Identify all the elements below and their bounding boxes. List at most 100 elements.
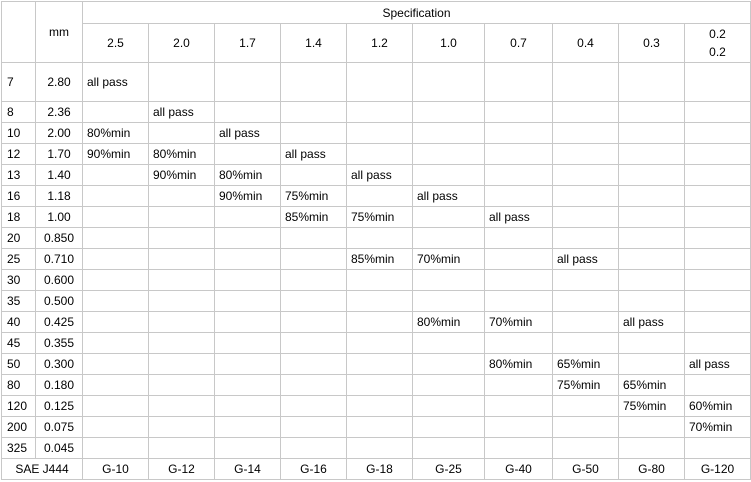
mesh-cell: 30 xyxy=(1,269,36,291)
size-header: 1.4 xyxy=(280,23,347,63)
mesh-cell: 18 xyxy=(1,206,36,228)
spec-cell xyxy=(484,290,553,312)
spec-cell xyxy=(618,248,685,270)
spec-cell: 85%min xyxy=(280,206,347,228)
spec-cell xyxy=(683,143,751,165)
spec-cell xyxy=(618,101,685,123)
grade-cell: G-120 xyxy=(683,458,751,480)
spec-cell xyxy=(148,122,215,144)
spec-cell xyxy=(280,395,347,417)
spec-cell xyxy=(683,248,751,270)
table-row: 8 2.36 all pass xyxy=(1,101,751,123)
spec-cell xyxy=(346,332,413,354)
spec-cell xyxy=(346,227,413,249)
mm-cell: 0.180 xyxy=(35,374,83,396)
spec-cell xyxy=(552,332,619,354)
spec-cell xyxy=(552,185,619,207)
spec-cell xyxy=(346,185,413,207)
mm-cell: 0.600 xyxy=(35,269,83,291)
mesh-cell: 13 xyxy=(1,164,36,186)
spec-cell xyxy=(346,416,413,438)
spec-cell xyxy=(552,290,619,312)
spec-cell: 90%min xyxy=(82,143,149,165)
spec-cell xyxy=(412,101,485,123)
grade-cell: G-50 xyxy=(552,458,619,480)
spec-cell xyxy=(280,227,347,249)
spec-cell xyxy=(148,227,215,249)
grade-cell: G-80 xyxy=(618,458,685,480)
spec-cell xyxy=(346,353,413,375)
spec-cell xyxy=(683,332,751,354)
spec-cell xyxy=(148,248,215,270)
spec-cell xyxy=(552,311,619,333)
spec-cell xyxy=(618,185,685,207)
spec-cell: 80%min xyxy=(484,353,553,375)
spec-cell xyxy=(148,353,215,375)
spec-cell xyxy=(552,164,619,186)
mm-cell: 0.125 xyxy=(35,395,83,417)
spec-cell xyxy=(552,62,619,102)
spec-cell xyxy=(552,416,619,438)
spec-cell xyxy=(683,227,751,249)
mesh-cell: 16 xyxy=(1,185,36,207)
spec-cell xyxy=(82,395,149,417)
mesh-cell: 200 xyxy=(1,416,36,438)
grade-cell: G-18 xyxy=(346,458,413,480)
spec-cell xyxy=(148,290,215,312)
spec-cell xyxy=(683,437,751,459)
mm-cell: 0.075 xyxy=(35,416,83,438)
spec-cell: all pass xyxy=(683,353,751,375)
standard-label: SAE J444 xyxy=(1,458,83,480)
grade-cell: G-14 xyxy=(214,458,281,480)
spec-cell xyxy=(484,101,553,123)
spec-cell xyxy=(280,353,347,375)
spec-cell xyxy=(484,143,553,165)
spec-cell xyxy=(82,227,149,249)
spec-cell xyxy=(484,395,553,417)
spec-cell xyxy=(412,269,485,291)
spec-cell xyxy=(82,290,149,312)
spec-cell xyxy=(214,101,281,123)
table-row: 16 1.18 90%min 75%min all pass xyxy=(1,185,751,207)
table-row: 325 0.045 xyxy=(1,437,751,459)
spec-cell xyxy=(214,206,281,228)
spec-cell xyxy=(412,62,485,102)
spec-cell xyxy=(346,62,413,102)
spec-cell xyxy=(214,143,281,165)
spec-cell xyxy=(214,416,281,438)
spec-cell: all pass xyxy=(412,185,485,207)
table-row: 30 0.600 xyxy=(1,269,751,291)
size-header: 0.7 xyxy=(484,23,553,63)
spec-cell xyxy=(412,290,485,312)
spec-cell xyxy=(484,122,553,144)
spec-cell: 90%min xyxy=(214,185,281,207)
spec-cell xyxy=(82,185,149,207)
mm-cell: 1.00 xyxy=(35,206,83,228)
spec-cell xyxy=(346,143,413,165)
corner-cell xyxy=(1,1,36,63)
spec-cell xyxy=(346,101,413,123)
spec-cell xyxy=(618,416,685,438)
spec-cell xyxy=(552,101,619,123)
mesh-cell: 35 xyxy=(1,290,36,312)
spec-cell xyxy=(552,122,619,144)
spec-cell xyxy=(214,248,281,270)
spec-cell xyxy=(82,332,149,354)
mm-cell: 1.18 xyxy=(35,185,83,207)
mesh-cell: 45 xyxy=(1,332,36,354)
mm-cell: 1.70 xyxy=(35,143,83,165)
spec-cell xyxy=(618,437,685,459)
spec-cell: 75%min xyxy=(280,185,347,207)
spec-cell: all pass xyxy=(148,101,215,123)
spec-cell xyxy=(412,374,485,396)
size-header: 1.7 xyxy=(214,23,281,63)
grade-cell: G-12 xyxy=(148,458,215,480)
mesh-cell: 7 xyxy=(1,62,36,102)
spec-cell: all pass xyxy=(82,62,149,102)
spec-cell xyxy=(214,269,281,291)
table-row: 10 2.00 80%min all pass xyxy=(1,122,751,144)
spec-cell xyxy=(280,416,347,438)
spec-cell: 85%min xyxy=(346,248,413,270)
mm-cell: 0.045 xyxy=(35,437,83,459)
